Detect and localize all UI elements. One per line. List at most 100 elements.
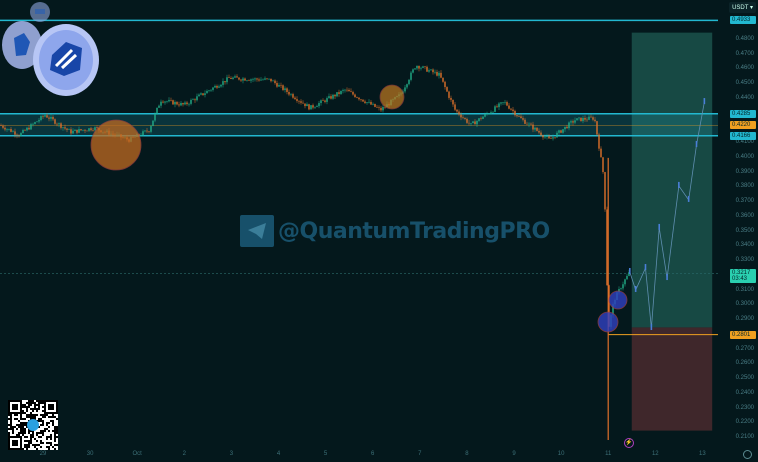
candle-body	[76, 129, 78, 133]
price-tick: 0.4500	[735, 80, 754, 87]
candle-body	[552, 137, 554, 139]
candle-body	[180, 103, 182, 106]
candle-body	[570, 121, 572, 123]
candle-body	[488, 113, 490, 115]
candle-body	[270, 78, 272, 82]
candle-body	[210, 89, 212, 91]
candle-body	[90, 128, 92, 131]
candle-body	[258, 79, 260, 81]
price-tick: 0.3600	[735, 212, 754, 219]
candle-body	[380, 107, 382, 111]
candle-body	[498, 103, 500, 108]
candle-body	[92, 130, 94, 131]
candle-body	[478, 118, 480, 121]
candle-body	[590, 116, 592, 118]
settings-icon[interactable]	[743, 450, 752, 459]
candle-body	[582, 117, 584, 122]
candle-body	[208, 90, 210, 92]
candle-body	[66, 128, 68, 130]
price-tag-value: 0.4166	[732, 132, 751, 139]
candle-body	[472, 121, 474, 124]
date-tick: 2	[182, 451, 186, 457]
candle-body	[476, 120, 478, 125]
candle-body	[28, 127, 30, 130]
candle-body	[624, 279, 626, 285]
candle-body	[524, 119, 526, 124]
date-tick: 30	[86, 451, 94, 457]
candle-body	[348, 89, 350, 92]
candle-body	[6, 129, 8, 130]
candle-body	[458, 111, 460, 115]
price-tick: 0.4400	[735, 94, 754, 101]
candle-body	[168, 100, 170, 102]
candle-body	[378, 107, 380, 108]
candle-body	[470, 123, 472, 124]
candle-body	[376, 106, 378, 108]
candle-body	[370, 101, 372, 105]
candle-body	[600, 148, 602, 158]
candle-body	[288, 91, 290, 95]
price-tick: 0.2500	[735, 375, 754, 382]
candle-body	[334, 94, 336, 97]
candle-body	[74, 129, 76, 131]
candle-body	[346, 89, 348, 91]
date-tick: 6	[371, 451, 375, 457]
date-tick: 29	[39, 451, 47, 457]
currency-selector[interactable]: USDT ▾	[729, 2, 756, 13]
candle-body	[526, 123, 528, 125]
projection-candle	[650, 324, 653, 331]
price-tag-current: 0.3217 03:43	[730, 269, 756, 284]
candle-body	[222, 81, 224, 85]
candle-body	[434, 71, 436, 73]
candle-body	[594, 119, 596, 122]
candle-body	[620, 288, 622, 290]
candle-body	[152, 120, 154, 126]
candle-body	[40, 116, 42, 121]
price-tick: 0.4600	[735, 65, 754, 72]
candle-body	[518, 116, 520, 117]
candle-body	[198, 94, 200, 97]
candle-body	[456, 109, 458, 112]
candle-body	[512, 109, 514, 111]
candle-body	[206, 90, 208, 94]
date-tick: 12	[651, 451, 659, 457]
projection-candle	[634, 285, 637, 292]
candle-body	[360, 99, 362, 100]
price-tag-value: 0.4285	[732, 111, 751, 118]
candle-body	[566, 126, 568, 129]
highlight-circle	[90, 119, 142, 171]
flash-icon[interactable]: ⚡	[624, 438, 634, 448]
candle-body	[484, 114, 486, 117]
candle-body	[544, 136, 546, 138]
candle-body	[412, 69, 414, 73]
candle-body	[324, 100, 326, 102]
date-tick: 8	[465, 451, 469, 457]
candle-body	[252, 79, 254, 80]
candle-body	[38, 120, 40, 122]
date-tick: 7	[418, 451, 422, 457]
candle-body	[224, 81, 226, 83]
candle-body	[438, 72, 440, 76]
price-tag-value: 0.4933	[732, 17, 751, 24]
candle-body	[34, 122, 36, 124]
candle-body	[428, 70, 430, 72]
candle-body	[160, 101, 162, 106]
price-tag-entry: 0.2801	[730, 330, 756, 339]
candle-body	[420, 67, 422, 69]
watermark-text: @QuantumTradingPRO	[278, 218, 550, 244]
price-tick: 0.2400	[735, 389, 754, 396]
candle-body	[426, 66, 428, 72]
candle-body	[374, 103, 376, 107]
candle-body	[204, 93, 206, 95]
candle-body	[12, 131, 14, 133]
candle-body	[68, 129, 70, 130]
candle-body	[446, 87, 448, 92]
candle-body	[340, 90, 342, 94]
candle-body	[306, 104, 308, 107]
candle-body	[72, 130, 74, 134]
candle-body	[520, 116, 522, 119]
price-tag-value: 0.2801	[732, 331, 751, 338]
stop-zone	[631, 327, 713, 431]
